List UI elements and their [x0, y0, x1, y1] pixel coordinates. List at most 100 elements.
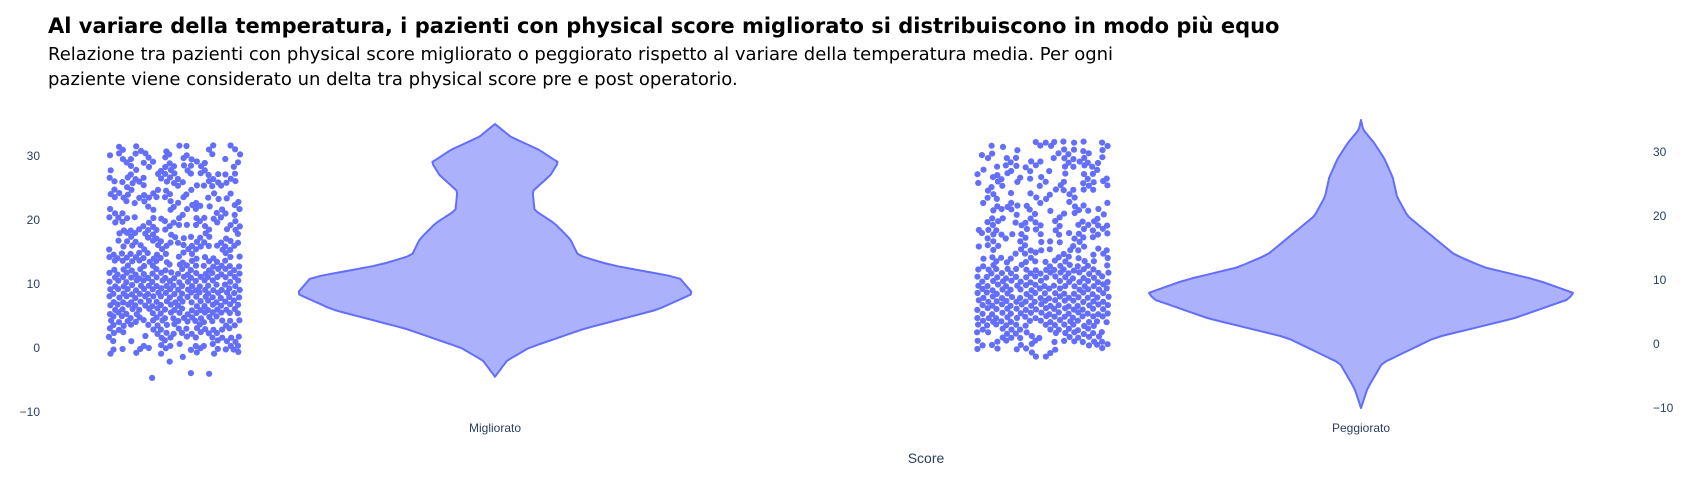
data-point	[189, 283, 196, 290]
data-point	[227, 190, 234, 197]
data-point	[166, 223, 173, 230]
data-point	[1085, 342, 1093, 349]
data-point	[1085, 182, 1092, 189]
data-point	[1027, 254, 1034, 261]
data-point	[1027, 279, 1034, 286]
data-point	[124, 262, 131, 269]
data-point	[149, 270, 156, 277]
data-point	[1051, 322, 1058, 329]
data-point	[153, 298, 160, 305]
data-point	[989, 215, 996, 222]
violin-body	[1148, 119, 1574, 409]
data-point	[1070, 306, 1077, 313]
data-point	[175, 253, 182, 260]
data-point	[1080, 186, 1087, 193]
data-point	[988, 184, 995, 191]
data-point	[153, 283, 160, 290]
data-point	[1095, 286, 1103, 293]
data-point	[232, 146, 239, 153]
data-point	[142, 302, 149, 309]
data-point	[1023, 329, 1030, 336]
data-point	[187, 162, 195, 169]
data-point	[175, 317, 182, 325]
data-point	[154, 186, 162, 193]
data-point	[1103, 319, 1110, 326]
data-point	[213, 313, 220, 320]
data-point	[984, 305, 991, 312]
data-point	[120, 322, 127, 329]
data-point	[1021, 242, 1029, 249]
data-point	[214, 306, 221, 313]
data-point	[1090, 330, 1097, 337]
data-point	[219, 326, 226, 333]
data-point	[201, 254, 209, 261]
data-point	[1089, 170, 1096, 177]
data-point	[1004, 203, 1011, 210]
data-point	[974, 306, 981, 313]
data-point	[187, 370, 194, 377]
data-point	[1012, 250, 1019, 257]
data-point	[1022, 258, 1029, 266]
data-point	[1056, 239, 1063, 246]
data-point	[1032, 353, 1039, 360]
data-point	[140, 342, 147, 350]
data-point	[1065, 159, 1072, 166]
data-point	[1032, 219, 1039, 226]
data-point	[120, 266, 127, 273]
data-point	[227, 253, 234, 261]
data-point	[1105, 293, 1112, 300]
data-point	[234, 310, 241, 317]
data-point	[1046, 168, 1053, 175]
data-point	[1070, 243, 1077, 250]
data-point	[1041, 290, 1048, 297]
data-point	[162, 226, 169, 233]
data-point	[1076, 158, 1083, 165]
data-point	[141, 262, 148, 270]
data-point	[975, 321, 982, 328]
data-point	[188, 156, 195, 163]
data-point	[1080, 148, 1087, 155]
data-point	[236, 270, 243, 277]
data-point	[127, 250, 134, 257]
data-point	[984, 194, 991, 201]
data-point	[1080, 171, 1088, 178]
data-point	[161, 315, 169, 322]
data-point	[1013, 265, 1020, 273]
data-point	[201, 223, 209, 230]
data-point	[1075, 247, 1082, 254]
data-point	[188, 330, 195, 337]
data-point	[1094, 166, 1101, 173]
data-point	[1103, 175, 1110, 182]
data-point	[119, 156, 126, 163]
data-point	[170, 282, 177, 289]
data-point	[1037, 231, 1044, 238]
data-point	[1061, 290, 1068, 297]
data-point	[218, 302, 225, 309]
data-point	[1038, 309, 1045, 316]
data-point	[222, 155, 229, 163]
data-point	[180, 162, 188, 169]
data-point	[1014, 147, 1021, 154]
data-point	[989, 221, 997, 229]
data-point	[1047, 302, 1054, 309]
data-point	[209, 183, 216, 190]
data-point	[158, 342, 165, 349]
data-point	[1032, 249, 1039, 256]
data-point	[1003, 259, 1011, 266]
data-point	[197, 273, 204, 280]
data-point	[120, 290, 127, 297]
data-point	[211, 350, 218, 357]
data-point	[1075, 207, 1083, 214]
data-point	[1017, 326, 1024, 333]
data-point	[107, 191, 114, 198]
data-point	[1061, 155, 1068, 162]
data-point	[1094, 159, 1102, 167]
data-point	[980, 263, 987, 270]
data-point	[1047, 350, 1054, 357]
data-point	[1042, 139, 1049, 146]
data-point	[128, 291, 135, 298]
data-point	[1094, 231, 1101, 238]
data-point	[133, 349, 140, 356]
data-point	[137, 282, 145, 289]
data-point	[231, 273, 238, 281]
